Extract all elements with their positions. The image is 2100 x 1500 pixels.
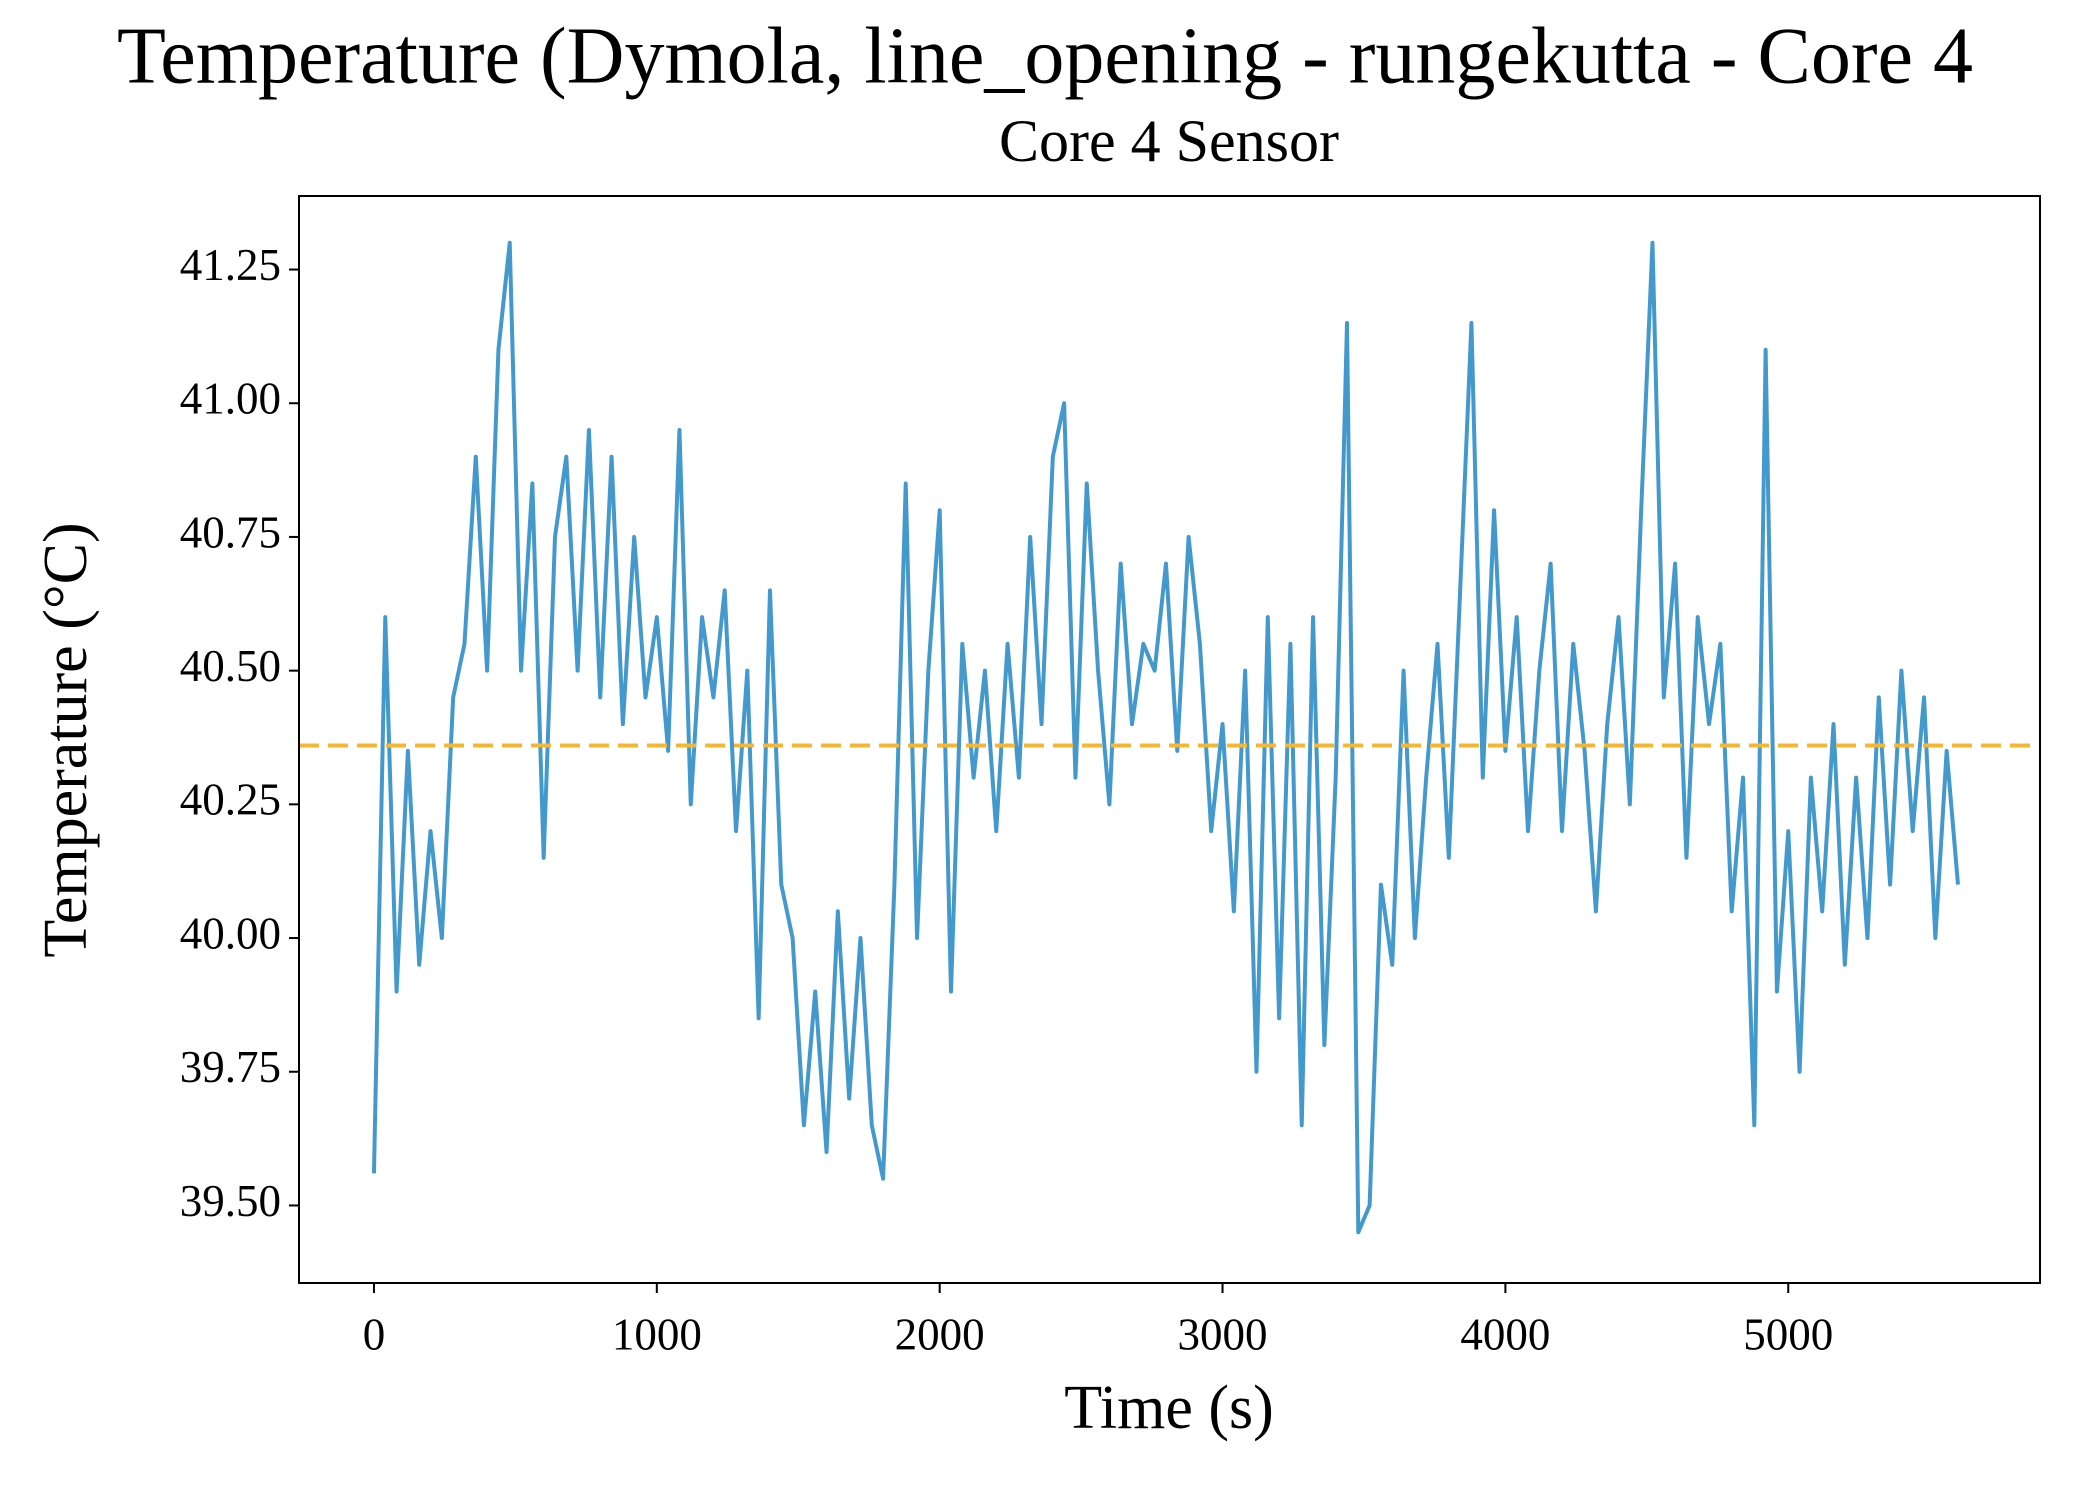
x-axis-label: Time (s) bbox=[1064, 1374, 1274, 1442]
x-tick-label: 0 bbox=[363, 1309, 386, 1359]
y-tick-label: 41.00 bbox=[180, 374, 281, 424]
y-tick-label: 40.00 bbox=[180, 908, 281, 958]
y-tick-label: 39.75 bbox=[180, 1042, 281, 1092]
y-tick-label: 40.50 bbox=[180, 641, 281, 691]
x-tick-label: 1000 bbox=[612, 1309, 702, 1359]
plot-frame bbox=[298, 195, 2041, 1284]
x-tick-label: 4000 bbox=[1460, 1309, 1550, 1359]
x-tick-label: 3000 bbox=[1178, 1309, 1268, 1359]
y-tick-label: 41.25 bbox=[180, 240, 281, 290]
x-tick-label: 5000 bbox=[1743, 1309, 1833, 1359]
x-tick-label: 2000 bbox=[895, 1309, 985, 1359]
y-axis-label: Temperature (°C) bbox=[32, 522, 100, 957]
y-tick-label: 39.50 bbox=[180, 1176, 281, 1226]
chart-subtitle: Core 4 Sensor bbox=[999, 108, 1339, 174]
y-tick-label: 40.75 bbox=[180, 507, 281, 557]
data-line bbox=[371, 240, 1960, 1235]
chart-title: Temperature (Dymola, line_opening - rung… bbox=[117, 12, 1973, 100]
y-tick-label: 40.25 bbox=[180, 775, 281, 825]
